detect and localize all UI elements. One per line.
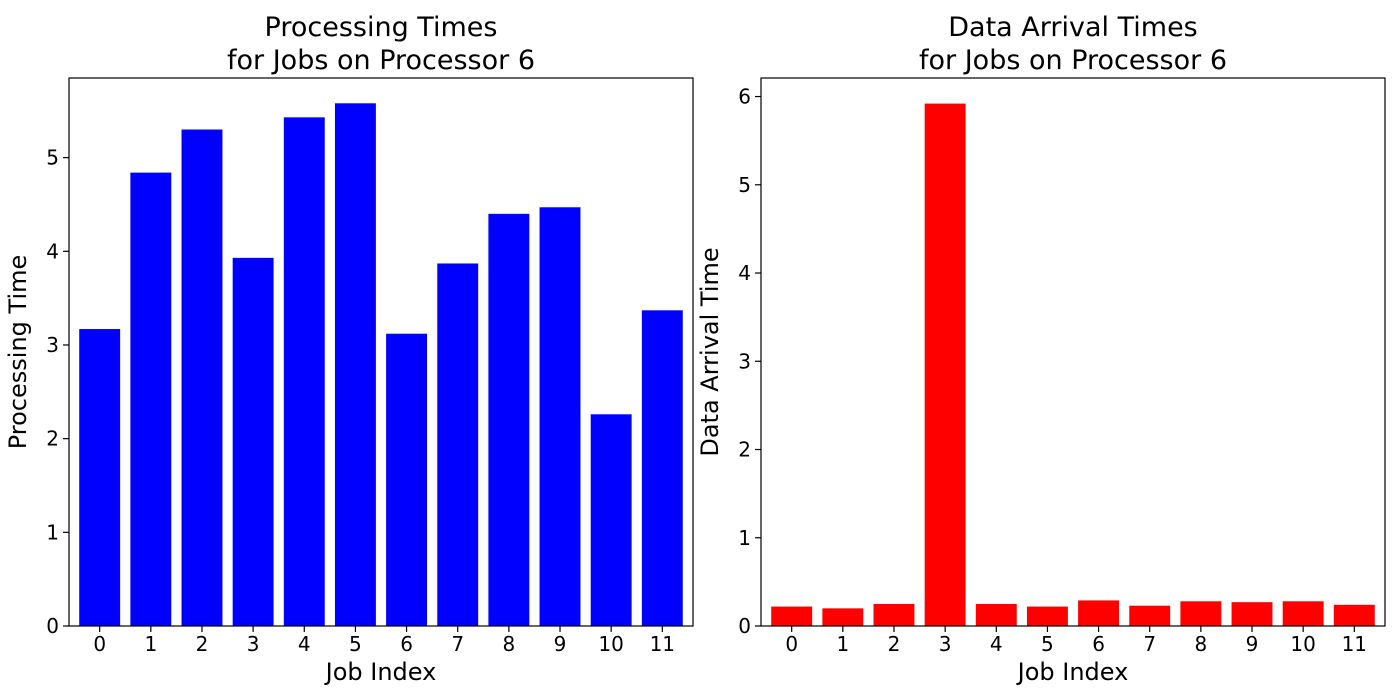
x-tick-label: 7 <box>1143 632 1156 656</box>
bar-job-9 <box>539 207 581 626</box>
x-tick-label: 2 <box>888 632 901 656</box>
y-tick-label: 3 <box>738 349 751 373</box>
y-tick-label: 5 <box>46 146 59 170</box>
bar-job-8 <box>1180 601 1222 626</box>
bar-job-5 <box>1026 606 1068 626</box>
bar-job-0 <box>771 606 813 626</box>
y-tick-label: 6 <box>738 85 751 109</box>
y-tick-label: 2 <box>738 438 751 462</box>
y-tick-label: 4 <box>46 239 59 263</box>
bar-job-3 <box>232 257 274 626</box>
x-tick-label: 8 <box>1195 632 1208 656</box>
x-tick-label: 3 <box>939 632 952 656</box>
x-tick-label: 2 <box>196 632 209 656</box>
bar-job-10 <box>1282 601 1324 626</box>
bar-job-11 <box>1333 604 1375 626</box>
bar-job-2 <box>181 129 223 626</box>
bar-job-7 <box>437 263 479 626</box>
y-tick-label: 1 <box>46 520 59 544</box>
bar-job-1 <box>822 608 864 626</box>
bar-job-2 <box>873 603 915 626</box>
bar-job-3 <box>924 103 966 626</box>
y-tick-label: 4 <box>738 261 751 285</box>
chart-title-line-1: Data Arrival Times <box>948 12 1198 43</box>
x-tick-label: 10 <box>1290 632 1315 656</box>
x-tick-label: 10 <box>598 632 623 656</box>
chart-title-line-1: Processing Times <box>265 12 498 43</box>
bar-job-6 <box>1078 600 1120 626</box>
y-tick-label: 3 <box>46 333 59 357</box>
y-tick-label: 1 <box>738 526 751 550</box>
x-axis-label: Job Index <box>324 658 437 686</box>
y-axis-label: Processing Time <box>4 255 32 450</box>
x-axis-label: Job Index <box>1016 658 1129 686</box>
x-tick-label: 11 <box>650 632 675 656</box>
bar-job-6 <box>386 333 428 626</box>
x-tick-label: 8 <box>503 632 516 656</box>
x-tick-label: 0 <box>785 632 798 656</box>
y-tick-label: 5 <box>738 173 751 197</box>
x-tick-label: 6 <box>400 632 413 656</box>
x-tick-label: 5 <box>1041 632 1054 656</box>
bar-job-7 <box>1129 605 1171 626</box>
x-tick-label: 5 <box>349 632 362 656</box>
y-tick-label: 0 <box>46 614 59 638</box>
x-tick-label: 1 <box>836 632 849 656</box>
bar-job-10 <box>590 414 632 626</box>
x-tick-label: 9 <box>554 632 567 656</box>
chart-title-line-2: for Jobs on Processor 6 <box>227 45 535 76</box>
x-tick-label: 4 <box>990 632 1003 656</box>
bar-job-4 <box>975 603 1017 626</box>
y-tick-label: 2 <box>46 427 59 451</box>
x-tick-label: 6 <box>1092 632 1105 656</box>
y-tick-label: 0 <box>738 614 751 638</box>
x-tick-label: 7 <box>451 632 464 656</box>
bar-job-0 <box>79 329 121 626</box>
plot-frame <box>760 77 1386 627</box>
chart-title-line-2: for Jobs on Processor 6 <box>919 45 1227 76</box>
bar-job-8 <box>488 213 530 627</box>
bar-job-1 <box>130 172 172 626</box>
bar-job-5 <box>334 103 376 627</box>
plot-frame <box>68 77 694 627</box>
x-tick-label: 4 <box>298 632 311 656</box>
bar-job-11 <box>641 310 683 626</box>
x-tick-label: 0 <box>93 632 106 656</box>
x-tick-label: 11 <box>1342 632 1367 656</box>
bar-job-4 <box>283 117 325 626</box>
x-tick-label: 3 <box>247 632 260 656</box>
bar-job-9 <box>1231 602 1273 626</box>
y-axis-label: Data Arrival Time <box>696 247 724 456</box>
x-tick-label: 1 <box>144 632 157 656</box>
x-tick-label: 9 <box>1246 632 1259 656</box>
